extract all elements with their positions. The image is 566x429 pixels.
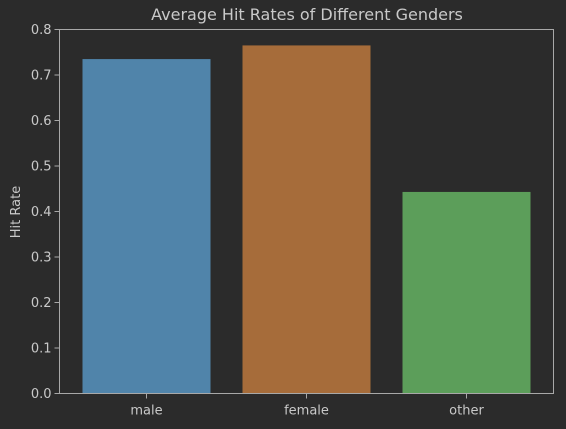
x-axis: male female other bbox=[130, 393, 484, 419]
x-tick-label: female bbox=[284, 404, 329, 419]
y-tick-label: 0.6 bbox=[31, 114, 52, 129]
y-tick-label: 0.5 bbox=[31, 160, 52, 175]
bar-other bbox=[402, 191, 531, 394]
chart-title: Average Hit Rates of Different Genders bbox=[151, 5, 463, 24]
y-tick-label: 0.1 bbox=[31, 342, 52, 357]
bar-female bbox=[242, 45, 371, 394]
axes-frame bbox=[59, 29, 554, 394]
y-tick-label: 0.8 bbox=[31, 23, 52, 38]
y-tick-label: 0.4 bbox=[31, 205, 52, 220]
y-axis-label: Hit Rate bbox=[9, 186, 24, 238]
plot-area bbox=[82, 45, 531, 394]
y-tick-label: 0.7 bbox=[31, 69, 52, 84]
y-axis: 0.0 0.1 0.2 0.3 0.4 0.5 0.6 0.7 0.8 bbox=[31, 23, 60, 402]
y-tick-label: 0.0 bbox=[31, 387, 52, 402]
y-tick-label: 0.2 bbox=[31, 296, 52, 311]
x-tick-label: male bbox=[130, 404, 162, 419]
bar-male bbox=[82, 59, 211, 394]
y-tick-label: 0.3 bbox=[31, 251, 52, 266]
x-tick-label: other bbox=[449, 404, 484, 419]
